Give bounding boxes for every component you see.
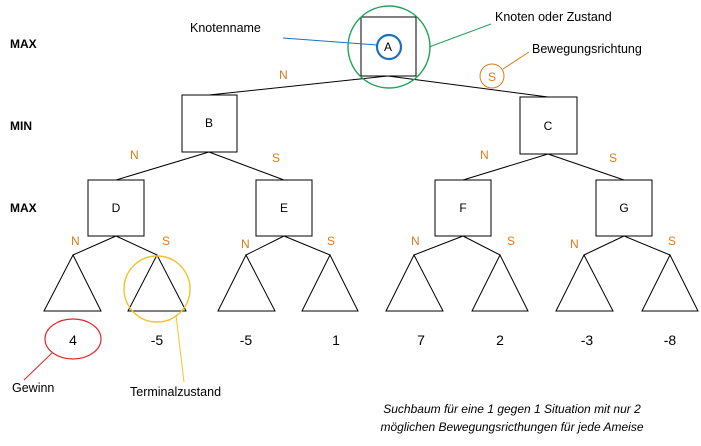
edge-label-d-n: N <box>71 234 80 248</box>
edge-a-c <box>387 75 549 98</box>
annotation-move-direction: Bewegungsrichtung <box>532 42 642 56</box>
edge-label-e-s: S <box>327 234 335 248</box>
edge-b-d <box>115 151 210 181</box>
edge-d-t1 <box>72 235 117 256</box>
terminal-triangle-3 <box>217 253 276 312</box>
terminal-callout-line <box>175 314 185 383</box>
win-callout-ellipse <box>44 318 102 360</box>
node-name-callout-circle <box>375 33 403 61</box>
edge-label-e-n: N <box>241 237 250 251</box>
terminal-value-1: 4 <box>69 332 77 348</box>
terminal-value-8: -8 <box>664 332 677 348</box>
level-label-min: MIN <box>10 119 32 133</box>
edge-f-t5 <box>413 235 464 256</box>
edge-label-f-s: S <box>507 234 515 248</box>
annotation-win: Gewinn <box>12 381 54 395</box>
node-f-label: F <box>459 201 466 215</box>
terminal-value-5: 7 <box>417 332 425 348</box>
terminal-triangle-6 <box>471 253 529 312</box>
edge-label-g-s: S <box>668 234 676 248</box>
annotation-node-name: Knotenname <box>190 21 261 35</box>
terminal-value-6: 2 <box>496 332 504 348</box>
node-g-box <box>595 179 653 237</box>
win-callout-line <box>23 352 53 381</box>
annotation-node-or-state: Knoten oder Zustand <box>495 10 612 24</box>
terminal-value-7: -3 <box>581 332 594 348</box>
node-a-label: A <box>384 40 392 54</box>
edge-a-b <box>208 75 389 96</box>
node-f-box <box>434 179 492 237</box>
edge-g-t7 <box>583 235 625 256</box>
terminal-value-3: -5 <box>240 332 253 348</box>
terminal-triangle-7 <box>555 253 614 312</box>
edge-label-a-n: N <box>279 68 288 82</box>
edge-d-t2 <box>115 235 158 256</box>
edge-label-c-s: S <box>609 151 617 165</box>
terminal-value-4: 1 <box>332 332 340 348</box>
node-e-box <box>255 179 313 237</box>
state-callout-line <box>428 23 492 48</box>
edge-label-b-s: S <box>272 151 280 165</box>
caption-line-1: Suchbaum für eine 1 gegen 1 Situation mi… <box>383 402 641 416</box>
edge-e-t4 <box>283 235 331 256</box>
edge-f-t6 <box>462 235 501 256</box>
terminal-triangle-5 <box>385 253 444 312</box>
node-g-label: G <box>619 201 628 215</box>
edge-label-d-s: S <box>162 234 170 248</box>
edge-label-g-n: N <box>570 237 579 251</box>
terminal-callout-circle <box>123 255 191 323</box>
level-label-max-mid: MAX <box>10 201 37 215</box>
caption-line-2: möglichen Bewegungsricthungen für jede A… <box>380 420 643 434</box>
node-c-label: C <box>544 119 553 133</box>
terminal-triangle-4 <box>301 253 359 312</box>
edge-label-f-n: N <box>411 234 420 248</box>
move-direction-callout-line <box>502 51 530 70</box>
terminal-triangle-1 <box>43 253 102 312</box>
edge-c-g <box>547 153 625 181</box>
node-e-label: E <box>280 201 288 215</box>
edge-c-f <box>462 153 549 181</box>
move-direction-symbol: S <box>488 70 496 84</box>
edge-e-t3 <box>245 235 285 256</box>
move-direction-callout-circle <box>479 63 505 89</box>
edge-label-c-n: N <box>480 148 489 162</box>
node-a-box <box>360 16 417 77</box>
node-d-label: D <box>112 201 121 215</box>
terminal-triangle-2 <box>127 253 187 312</box>
annotation-terminal-state: Terminalzustand <box>130 385 221 399</box>
edge-g-t8 <box>623 235 671 256</box>
terminal-value-2: -5 <box>151 332 164 348</box>
node-name-callout-line <box>282 37 378 46</box>
edge-b-e <box>208 151 285 181</box>
edge-label-b-n: N <box>130 148 139 162</box>
node-b-box <box>181 94 238 153</box>
node-b-label: B <box>205 116 213 130</box>
level-label-max-top: MAX <box>10 37 37 51</box>
terminal-triangle-8 <box>641 253 699 312</box>
tree-edges <box>72 75 671 256</box>
node-d-box <box>87 179 145 237</box>
node-c-box <box>519 96 578 155</box>
